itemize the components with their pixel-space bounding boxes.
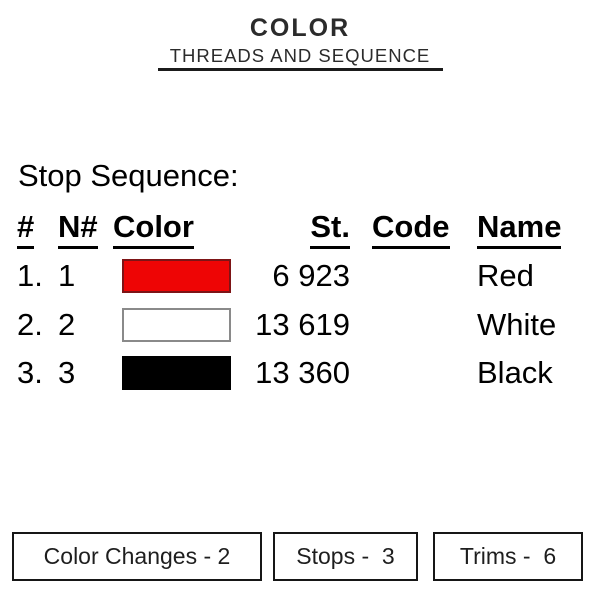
stops-box: Stops - 3 [273, 532, 418, 581]
col-header-name-label: Name [477, 211, 562, 249]
page-title: COLOR [249, 14, 351, 42]
cell-stitches: 13 619 [255, 306, 350, 342]
color-swatch [122, 259, 231, 294]
table-row: 1. 1 6 923 Red [0, 252, 600, 301]
cell-stitches: 13 360 [255, 355, 350, 391]
cell-needle: 3 [58, 355, 76, 391]
title-underline [158, 68, 443, 71]
col-header-needle: N# [58, 209, 113, 249]
cell-name: Red [477, 258, 534, 294]
col-header-color: Color [113, 209, 245, 249]
col-header-color-label: Color [113, 211, 194, 249]
table-body: 1. 1 6 923 Red 2. 2 13 619 White 3. 3 [0, 252, 600, 398]
cell-color [113, 307, 245, 342]
cell-seq: 1. [17, 258, 43, 294]
cell-seq: 3. [17, 355, 43, 391]
cell-seq: 2. [17, 306, 43, 342]
col-header-needle-label: N# [58, 211, 98, 249]
table-row: 2. 2 13 619 White [0, 301, 600, 350]
cell-needle: 1 [58, 258, 76, 294]
table-header-row: # N# Color St. Code Name [0, 208, 600, 250]
stops-label: Stops - 3 [296, 543, 395, 569]
col-header-code-label: Code [372, 211, 450, 249]
color-changes-label: Color Changes - 2 [43, 543, 231, 569]
color-swatch [122, 307, 231, 342]
col-header-stitches-label: St. [310, 211, 350, 249]
trims-box: Trims - 6 [433, 532, 583, 581]
cell-needle: 2 [58, 306, 76, 342]
cell-color [113, 356, 245, 391]
cell-color [113, 259, 245, 294]
col-header-seq: # [17, 209, 58, 249]
trims-label: Trims - 6 [459, 543, 557, 569]
col-header-name: Name [477, 209, 600, 249]
cell-name: White [477, 306, 557, 342]
cell-name: Black [477, 355, 553, 391]
page-subtitle: THREADS AND SEQUENCE [169, 45, 431, 66]
stop-sequence-heading: Stop Sequence: [18, 158, 239, 193]
color-changes-box: Color Changes - 2 [12, 532, 262, 581]
col-header-stitches: St. [245, 209, 350, 249]
color-swatch [122, 356, 231, 391]
cell-stitches: 6 923 [272, 258, 350, 294]
table-row: 3. 3 13 360 Black [0, 349, 600, 398]
col-header-seq-label: # [17, 211, 35, 249]
col-header-code: Code [350, 209, 477, 249]
